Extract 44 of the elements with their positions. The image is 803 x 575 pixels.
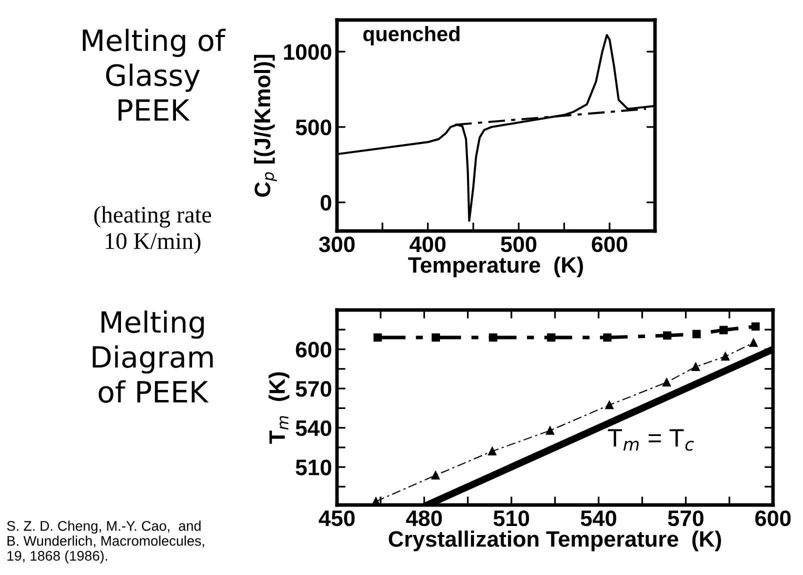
point (488, 333, 498, 342)
y-axis-title: T$_{m}$ (K) (268, 372, 290, 444)
x-tick-label: 480 (406, 510, 442, 526)
point (663, 331, 672, 340)
y-tick-label: 510 (296, 460, 332, 476)
x-tick-label: 600 (755, 510, 791, 526)
x-axis-title: Crystallization Temperature (K) (388, 530, 722, 552)
annotation: quenched (363, 26, 460, 46)
y-tick-label: 570 (296, 381, 332, 397)
point (374, 333, 382, 342)
text: Melting of Glassy PEEK (82, 28, 226, 121)
y-tick-label: 600 (296, 342, 332, 358)
point (749, 338, 758, 347)
point (546, 426, 554, 435)
point (603, 333, 612, 342)
point (605, 400, 614, 410)
x-tick-label: 300 (318, 236, 355, 252)
point (432, 333, 440, 342)
point (719, 326, 728, 334)
point (751, 322, 760, 331)
x-axis-title: Temperature (K) (408, 256, 583, 278)
point (662, 378, 671, 387)
y-tick-label: 1000 (284, 44, 332, 60)
y-tick-label: 500 (296, 120, 332, 136)
point (488, 447, 496, 456)
series-label: T$_{m}$ = T$_{c}$ (608, 429, 694, 451)
point (721, 352, 730, 361)
x-tick-label: 400 (410, 236, 446, 252)
y-tick-label: 540 (296, 420, 332, 436)
x-tick-label: 570 (668, 510, 704, 526)
x-tick-label: 450 (318, 510, 355, 526)
point (692, 362, 700, 371)
point (547, 333, 556, 342)
x-tick-label: 600 (592, 236, 628, 252)
x-tick-label: 500 (500, 236, 536, 252)
text: Melting Diagram of PEEK (92, 310, 213, 403)
x-tick-label: 510 (494, 510, 530, 526)
text: S. Z. D. Cheng, M.-Y. Cao, and B. Wunderlich, Macromolecules, 19, 1868 (1986). (7, 520, 204, 564)
x-tick-label: 540 (580, 510, 616, 526)
point (692, 330, 701, 338)
y-axis-title: C$_{p}$ [(J/(Kmol)] (254, 54, 278, 197)
text: (heating rate 10 K/min) (94, 206, 212, 254)
point (431, 471, 440, 480)
y-tick-label: 0 (320, 194, 332, 211)
